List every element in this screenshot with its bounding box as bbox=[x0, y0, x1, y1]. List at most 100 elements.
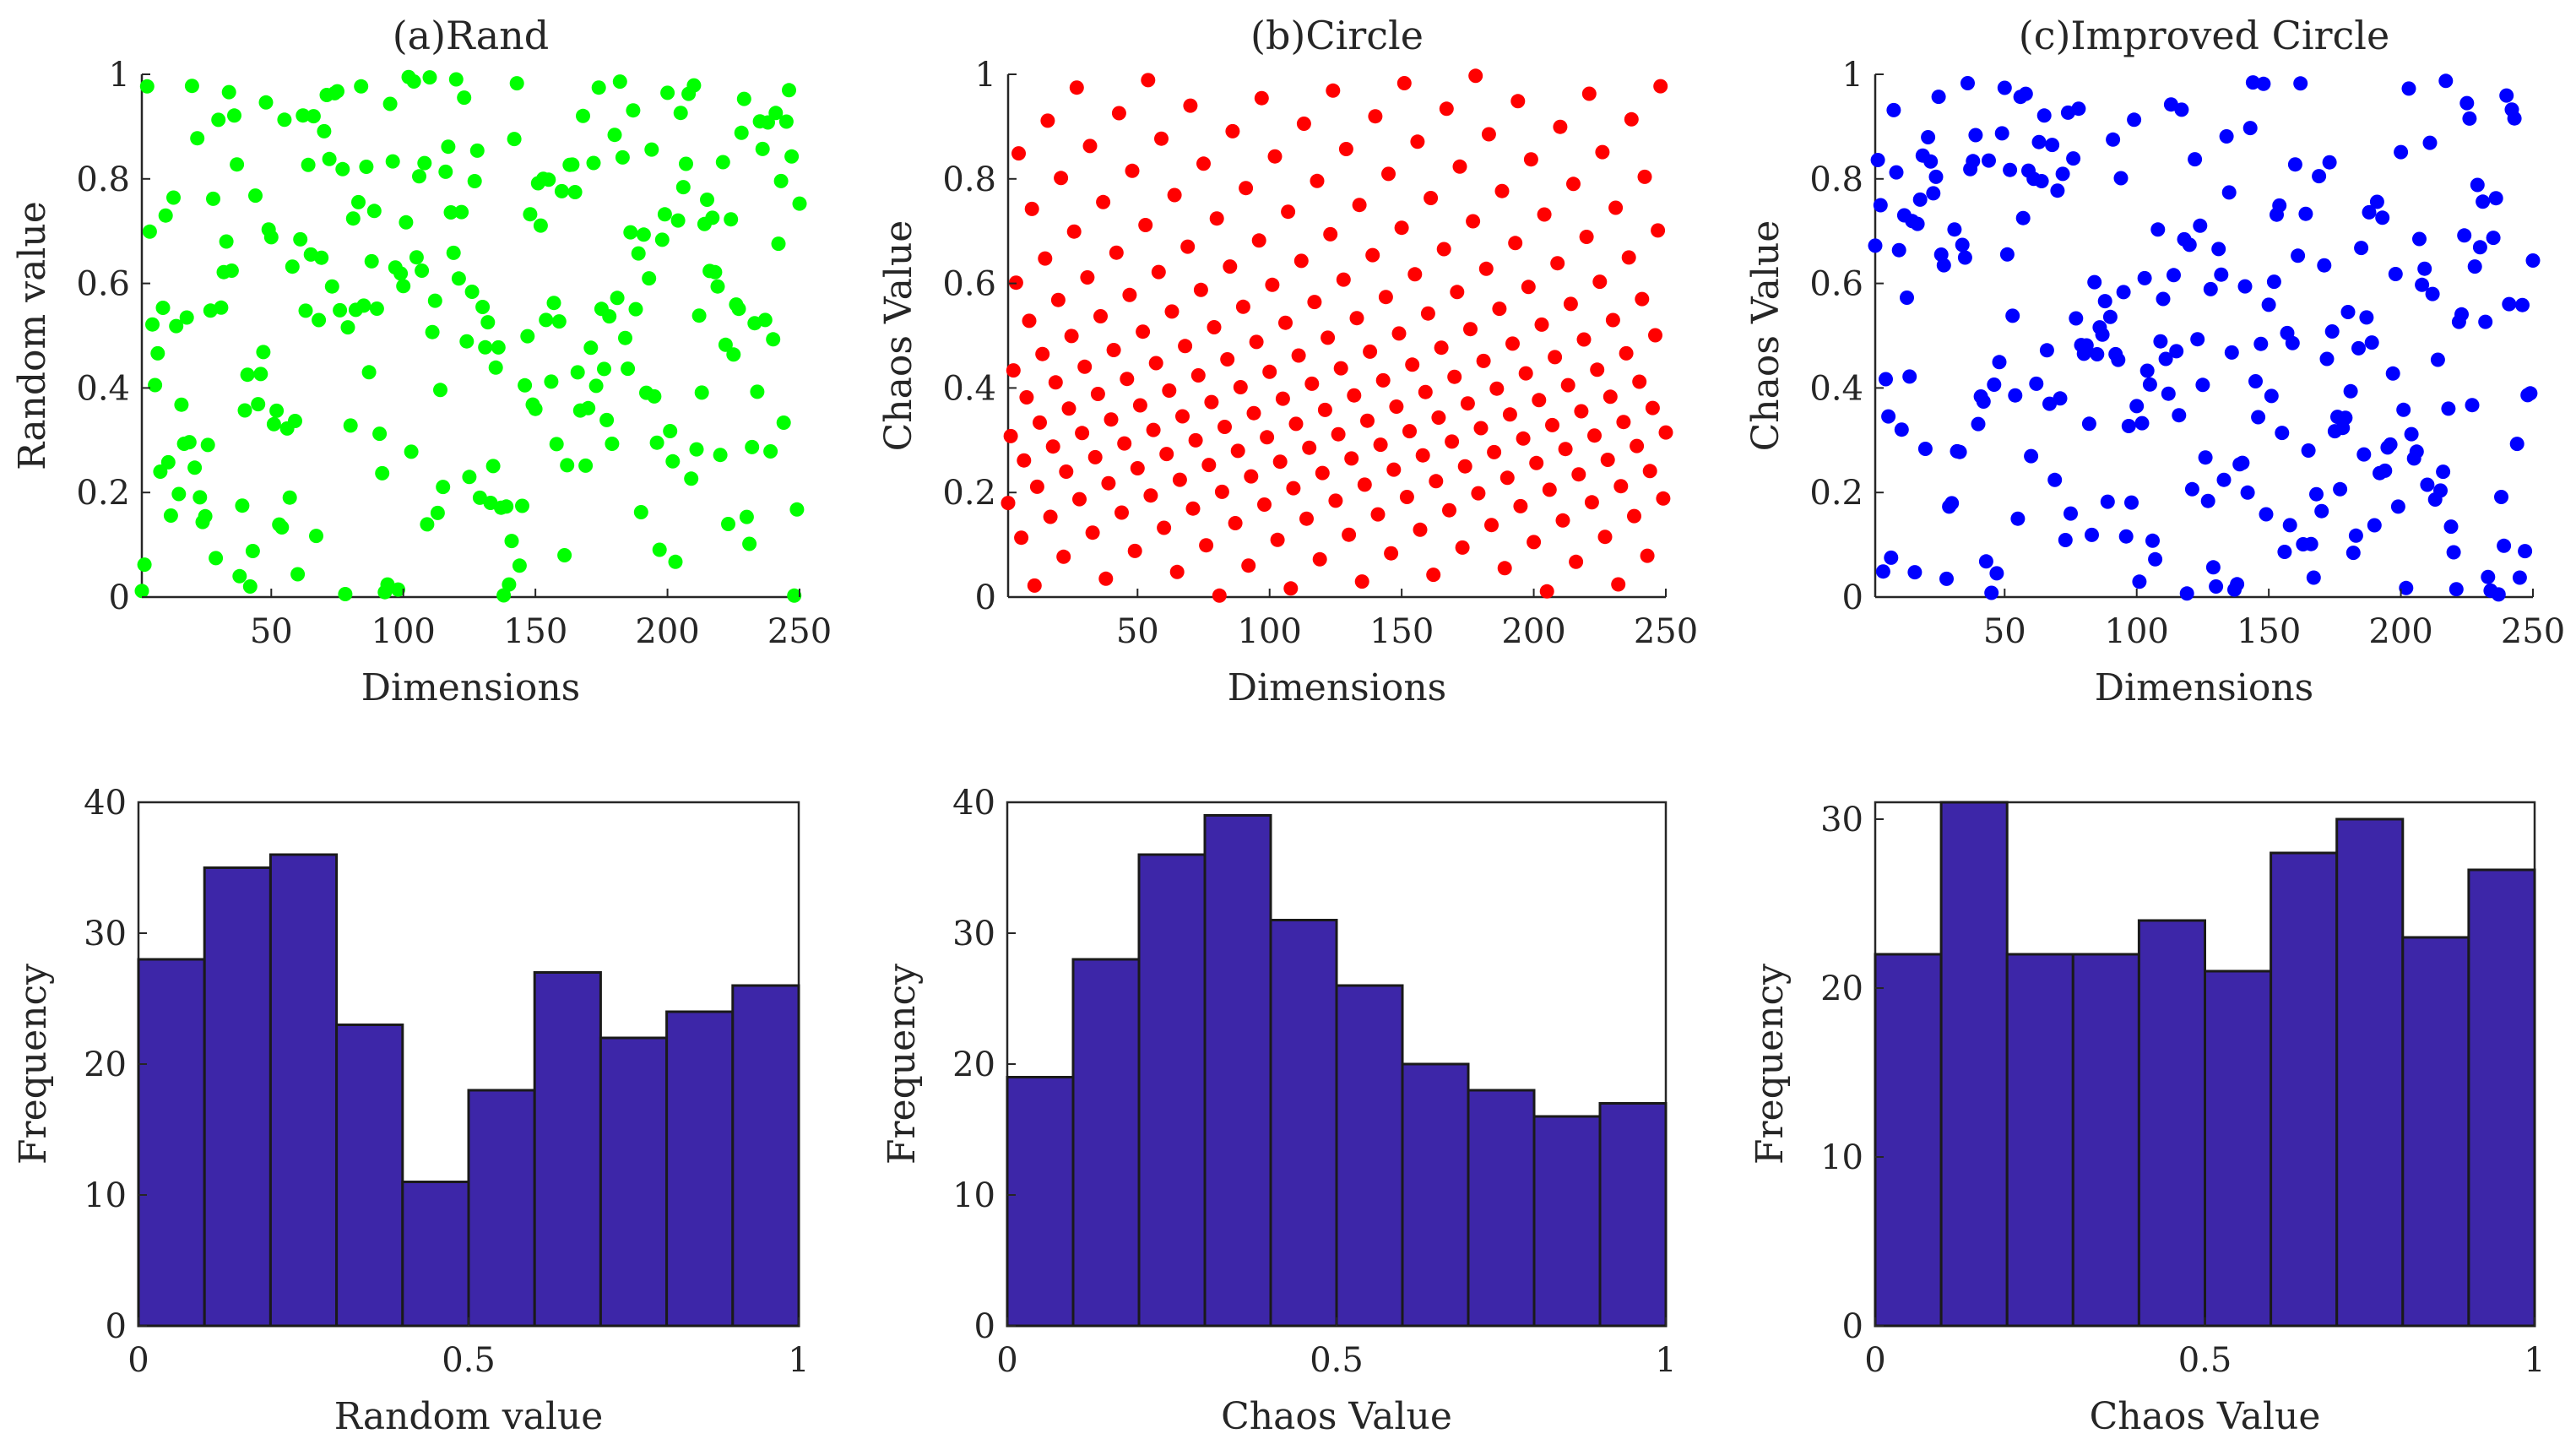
y-tick-label: 10 bbox=[1820, 1138, 1863, 1177]
scatter-point bbox=[2404, 426, 2419, 442]
scatter-point bbox=[665, 453, 681, 469]
scatter-point bbox=[2047, 472, 2063, 487]
scatter-point bbox=[1299, 511, 1314, 526]
scatter-point bbox=[1093, 309, 1108, 323]
x-tick-label: 100 bbox=[2105, 612, 2169, 651]
scatter-point bbox=[1072, 491, 1087, 507]
scatter-point bbox=[2167, 268, 2181, 283]
scatter-point bbox=[2018, 86, 2033, 101]
scatter-point bbox=[2106, 132, 2121, 147]
scatter-point bbox=[2066, 151, 2081, 166]
y-tick-label: 1 bbox=[109, 56, 130, 95]
histogram-bar bbox=[2467, 868, 2536, 1328]
scatter-point bbox=[2375, 210, 2390, 225]
scatter-point bbox=[288, 414, 302, 428]
scatter-point bbox=[2478, 314, 2493, 329]
chart-title: (b)Circle bbox=[1250, 13, 1424, 58]
panel-3: 50 100 150 200 250 0 0.2 0.4 0.6 0.8 1 Dimensions Ch… bbox=[1744, 13, 2565, 709]
scatter-point bbox=[237, 403, 252, 418]
scatter-point bbox=[761, 115, 775, 130]
scatter-point bbox=[1997, 80, 2012, 95]
x-tick-label: 50 bbox=[1983, 612, 2026, 651]
scatter-point bbox=[1162, 383, 1177, 398]
scatter-point bbox=[644, 142, 659, 157]
scatter-point bbox=[504, 534, 519, 549]
scatter-point bbox=[1434, 340, 1449, 356]
scatter-point bbox=[1082, 138, 1098, 154]
scatter-point bbox=[628, 301, 643, 317]
scatter-point bbox=[182, 435, 197, 450]
scatter-point bbox=[1270, 532, 1285, 547]
histogram-bar bbox=[2335, 817, 2405, 1328]
scatter-point bbox=[251, 397, 266, 412]
scatter-point bbox=[1391, 326, 1407, 341]
scatter-point bbox=[523, 207, 538, 222]
y-tick-label: 40 bbox=[952, 784, 995, 823]
scatter-point bbox=[736, 91, 751, 106]
scatter-point bbox=[2351, 340, 2366, 356]
histogram-bar bbox=[1401, 1062, 1470, 1328]
scatter-point bbox=[1653, 79, 1668, 94]
scatter-point bbox=[1611, 577, 1626, 592]
scatter-point bbox=[446, 245, 461, 260]
scatter-point bbox=[570, 365, 585, 380]
scatter-point bbox=[2132, 574, 2147, 589]
scatter-point bbox=[293, 231, 308, 247]
scatter-point bbox=[1035, 346, 1050, 361]
scatter-point bbox=[1104, 412, 1119, 427]
scatter-point bbox=[1090, 387, 1105, 401]
scatter-point bbox=[2064, 506, 2078, 521]
scatter-point bbox=[2282, 518, 2297, 533]
scatter-point bbox=[1471, 486, 1486, 501]
x-tick-label: 200 bbox=[2368, 612, 2432, 651]
scatter-point bbox=[317, 123, 332, 138]
scatter-point bbox=[137, 557, 152, 573]
scatter-point bbox=[1884, 550, 1899, 565]
scatter-point bbox=[2127, 112, 2142, 128]
scatter-point bbox=[2301, 443, 2316, 458]
scatter-point bbox=[2425, 286, 2440, 301]
scatter-point bbox=[792, 196, 807, 211]
scatter-point bbox=[1190, 368, 1206, 383]
scatter-point bbox=[2200, 493, 2215, 508]
scatter-point bbox=[1971, 416, 1986, 432]
scatter-point bbox=[1984, 585, 1999, 600]
scatter-point bbox=[2071, 101, 2086, 117]
scatter-point bbox=[198, 508, 213, 524]
scatter-point bbox=[1143, 488, 1158, 503]
scatter-point bbox=[499, 499, 514, 514]
scatter-point bbox=[739, 509, 754, 524]
histogram-bars bbox=[1006, 814, 1668, 1328]
y-axis-label: Random value bbox=[11, 201, 54, 470]
scatter-point bbox=[2467, 259, 2482, 274]
scatter-point bbox=[475, 300, 491, 314]
scatter-point bbox=[705, 210, 720, 225]
scatter-point bbox=[1064, 329, 1079, 344]
scatter-point bbox=[1994, 126, 2009, 141]
scatter-point bbox=[631, 246, 646, 261]
scatter-point bbox=[1640, 548, 1655, 563]
scatter-point bbox=[436, 480, 451, 495]
x-tick-label: 200 bbox=[1501, 612, 1565, 651]
scatter-point bbox=[1059, 464, 1074, 479]
scatter-point bbox=[512, 558, 527, 573]
scatter-point bbox=[771, 236, 786, 252]
scatter-point bbox=[1333, 361, 1348, 376]
scatter-point bbox=[2491, 587, 2506, 602]
histogram-bar bbox=[1006, 1076, 1075, 1328]
scatter-point bbox=[1175, 409, 1190, 424]
scatter-point bbox=[1286, 481, 1301, 496]
scatter-point bbox=[1912, 192, 1928, 207]
scatter-point bbox=[459, 334, 475, 349]
scatter-point bbox=[2221, 185, 2237, 200]
x-axis-label: Random value bbox=[334, 1395, 604, 1438]
scatter-point bbox=[1555, 513, 1570, 528]
y-tick-label: 20 bbox=[952, 1045, 995, 1084]
scatter-point bbox=[2211, 242, 2226, 257]
scatter-point bbox=[626, 103, 641, 118]
scatter-point bbox=[2390, 499, 2405, 514]
scatter-point bbox=[1249, 334, 1264, 350]
histogram-bar bbox=[467, 1089, 536, 1328]
histogram-bar bbox=[1467, 1089, 1536, 1328]
